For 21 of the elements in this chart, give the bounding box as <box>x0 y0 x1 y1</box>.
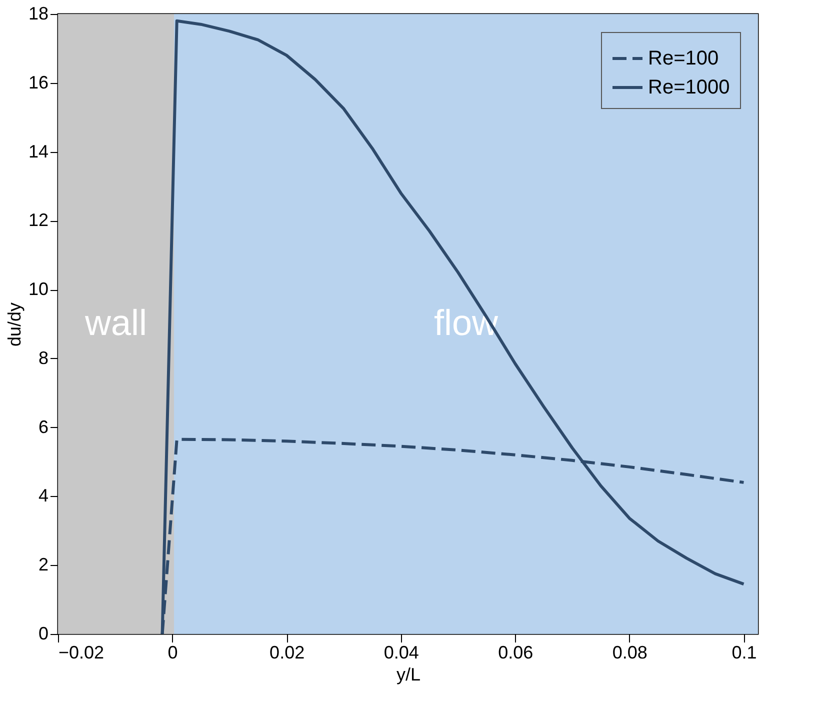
x-tick-label: 0 <box>168 642 178 662</box>
y-tick-label: 18 <box>28 4 48 24</box>
x-tick-label: 0.02 <box>270 642 305 662</box>
x-tick-label: 0.06 <box>498 642 534 662</box>
y-tick-label: 4 <box>38 486 48 506</box>
y-tick-label: 8 <box>38 348 48 368</box>
y-tick-label: 6 <box>38 416 48 437</box>
y-tick-label: 0 <box>38 624 48 644</box>
x-tick-label: −0.02 <box>58 642 104 662</box>
y-axis-title: du/dy <box>4 302 24 347</box>
legend-label: Re=1000 <box>648 76 730 98</box>
x-axis-title: y/L <box>396 664 421 684</box>
y-tick-label: 2 <box>38 554 48 575</box>
y-tick-label: 14 <box>28 141 48 162</box>
y-tick-label: 10 <box>28 279 48 300</box>
x-tick-label: 0.08 <box>612 642 648 662</box>
x-tick-label: 0.04 <box>384 642 419 662</box>
y-tick-label: 16 <box>28 72 48 92</box>
y-tick-label: 12 <box>28 210 48 230</box>
legend-label: Re=100 <box>648 48 719 70</box>
x-tick-label: 0.1 <box>732 642 757 662</box>
